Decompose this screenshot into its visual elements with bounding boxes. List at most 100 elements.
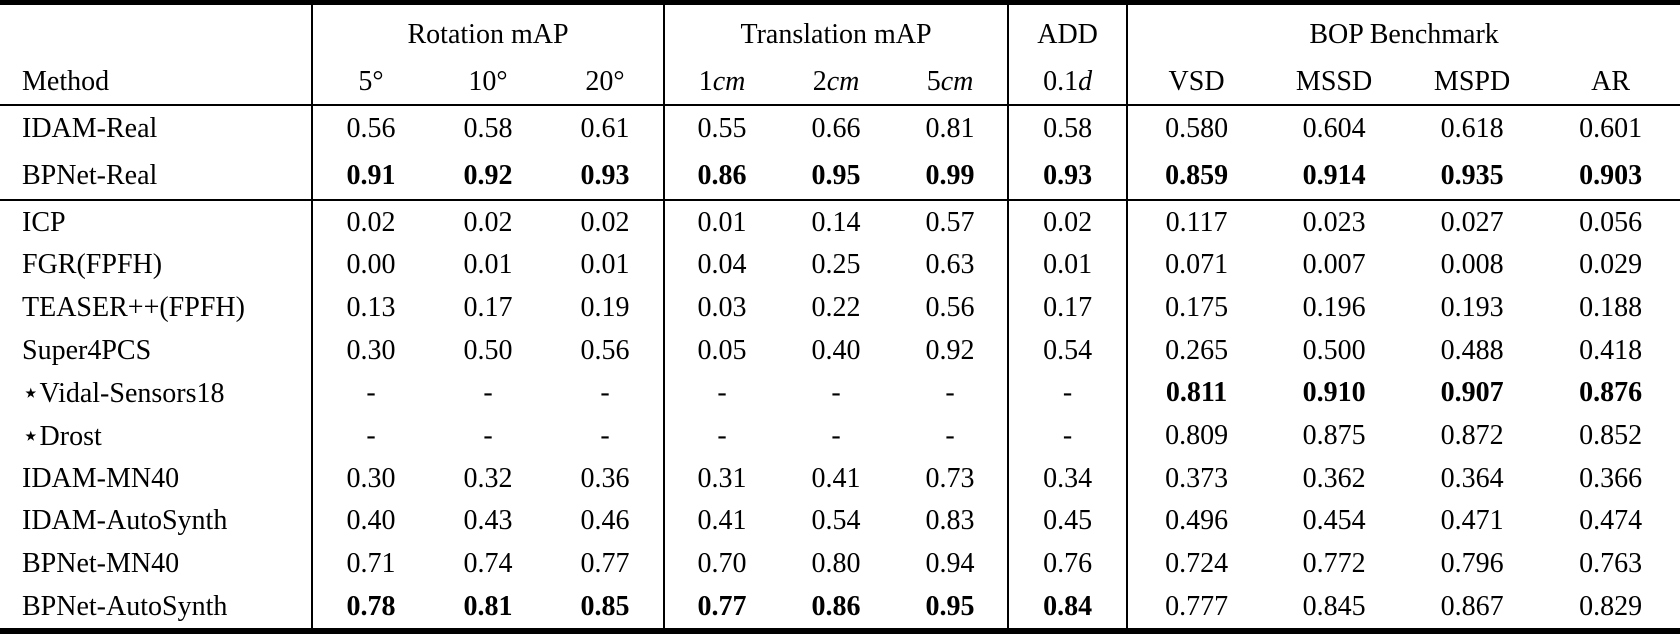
- column-header-5cm: 5cm: [893, 60, 1009, 106]
- value-cell: 0.78: [311, 585, 429, 628]
- value-cell: -: [311, 414, 429, 458]
- table-section-baselines: ICP 0.02 0.02 0.02 0.01 0.14 0.57 0.02 0.117 0.02…: [0, 200, 1680, 628]
- column-header-label: 1: [698, 66, 713, 97]
- method-cell: IDAM-Real: [22, 113, 158, 145]
- table-row: IDAM-MN40 0.30 0.32 0.36 0.31 0.41 0.73 0.34 0.3…: [0, 457, 1680, 500]
- method-cell: BPNet-MN40: [22, 547, 180, 579]
- value-cell: 0.175: [1126, 286, 1266, 330]
- value-cell: 0.30: [311, 457, 429, 500]
- value-cell: 0.364: [1440, 462, 1504, 494]
- group-header-spacer: [0, 5, 312, 60]
- value-cell: 0.471: [1440, 505, 1504, 537]
- value-cell: 0.45: [1007, 499, 1128, 543]
- value-cell: 0.604: [1302, 113, 1366, 145]
- value-cell: 0.876: [1579, 377, 1643, 409]
- column-header-label: 5: [926, 66, 941, 97]
- value-cell: 0.56: [925, 292, 975, 324]
- value-cell: 0.196: [1302, 292, 1366, 324]
- value-cell: -: [600, 377, 610, 409]
- value-cell: 0.008: [1440, 249, 1504, 281]
- value-cell: 0.914: [1265, 152, 1404, 202]
- value-cell: 0.93: [547, 152, 665, 202]
- value-cell: 0.859: [1126, 152, 1266, 202]
- value-cell: 0.811: [1126, 372, 1266, 415]
- value-cell: 0.58: [1007, 105, 1128, 153]
- value-cell: 0.496: [1126, 499, 1266, 543]
- value-cell: 0.418: [1579, 334, 1643, 366]
- table-row: FGR(FPFH) 0.00 0.01 0.01 0.04 0.25 0.63 0.01 0.0…: [0, 244, 1680, 287]
- method-cell: BPNet-Real: [0, 152, 312, 202]
- method-cell: ⋆Vidal-Sensors18: [22, 378, 225, 410]
- column-header-10deg: 10°: [429, 60, 547, 106]
- value-cell: 0.907: [1440, 377, 1504, 409]
- value-cell: 0.17: [1007, 286, 1128, 330]
- value-cell: 0.580: [1126, 105, 1266, 153]
- value-cell: 0.056: [1579, 206, 1643, 238]
- value-cell: 0.601: [1579, 113, 1643, 145]
- value-cell: 0.867: [1440, 590, 1504, 622]
- value-cell: 0.872: [1440, 419, 1504, 451]
- value-cell: 0.86: [663, 152, 780, 202]
- value-cell: 0.02: [463, 206, 513, 238]
- table-row: Super4PCS 0.30 0.50 0.56 0.05 0.40 0.92 0.54 0.2…: [0, 329, 1680, 373]
- value-cell: 0.76: [1007, 542, 1128, 586]
- value-cell: 0.73: [925, 462, 975, 494]
- group-header-translation-map: Translation mAP: [663, 5, 1009, 60]
- value-cell: 0.796: [1440, 547, 1504, 579]
- value-cell: -: [945, 419, 955, 451]
- column-header-label: VSD: [1168, 66, 1225, 97]
- value-cell: -: [483, 419, 493, 451]
- group-header-add: ADD: [1007, 5, 1128, 60]
- value-cell: 0.772: [1302, 547, 1366, 579]
- value-cell: 0.36: [580, 462, 630, 494]
- group-header-bop-benchmark: BOP Benchmark: [1126, 5, 1680, 60]
- value-cell: 0.903: [1541, 152, 1680, 202]
- method-cell: ⋆Drost: [22, 420, 102, 452]
- column-header-20deg: 20°: [547, 60, 665, 106]
- value-cell: 0.02: [311, 200, 429, 245]
- value-cell: 0.01: [1007, 244, 1128, 287]
- value-cell: 0.02: [1007, 200, 1128, 245]
- column-header-method: Method: [0, 60, 312, 106]
- value-cell: 0.91: [311, 152, 429, 202]
- value-cell: 0.40: [311, 499, 429, 543]
- value-cell: 0.46: [580, 505, 630, 537]
- column-header-label: 10°: [468, 66, 508, 97]
- value-cell: 0.92: [429, 152, 547, 202]
- value-cell: 0.81: [463, 590, 513, 622]
- value-cell: 0.31: [663, 457, 780, 500]
- table-row: IDAM-AutoSynth 0.40 0.43 0.46 0.41 0.54 0.83 0.…: [0, 499, 1680, 543]
- table-row: ICP 0.02 0.02 0.02 0.01 0.14 0.57 0.02 0.117 0.02…: [0, 200, 1680, 245]
- value-cell: 0.40: [811, 334, 861, 366]
- value-cell: 0.58: [463, 113, 513, 145]
- value-cell: 0.41: [663, 499, 780, 543]
- value-cell: 0.474: [1579, 505, 1643, 537]
- value-cell: 0.83: [925, 505, 975, 537]
- value-cell: 0.55: [663, 105, 780, 153]
- value-cell: -: [311, 372, 429, 415]
- value-cell: -: [831, 377, 841, 409]
- value-cell: 0.54: [1007, 329, 1128, 373]
- value-cell: 0.92: [925, 334, 975, 366]
- value-cell: 0.94: [925, 547, 975, 579]
- value-cell: 0.13: [311, 286, 429, 330]
- column-header-label: 0.1: [1043, 66, 1079, 97]
- column-header-label: MSPD: [1433, 66, 1511, 97]
- value-cell: -: [1007, 372, 1128, 415]
- value-cell: 0.85: [580, 590, 630, 622]
- value-cell: 0.56: [311, 105, 429, 153]
- column-header-label: 5°: [358, 66, 384, 97]
- value-cell: 0.80: [811, 547, 861, 579]
- value-cell: 0.117: [1126, 200, 1266, 245]
- table-row: BPNet-MN40 0.71 0.74 0.77 0.70 0.80 0.94 0.76 0.…: [0, 542, 1680, 586]
- column-header-unit: cm: [826, 66, 860, 97]
- value-cell: 0.373: [1126, 457, 1266, 500]
- value-cell: 0.32: [463, 462, 513, 494]
- value-cell: 0.193: [1440, 292, 1504, 324]
- value-cell: 0.93: [1007, 152, 1128, 202]
- value-cell: 0.99: [893, 152, 1009, 202]
- column-header-label: MSSD: [1295, 66, 1373, 97]
- value-cell: 0.71: [311, 542, 429, 586]
- value-cell: 0.935: [1403, 152, 1542, 202]
